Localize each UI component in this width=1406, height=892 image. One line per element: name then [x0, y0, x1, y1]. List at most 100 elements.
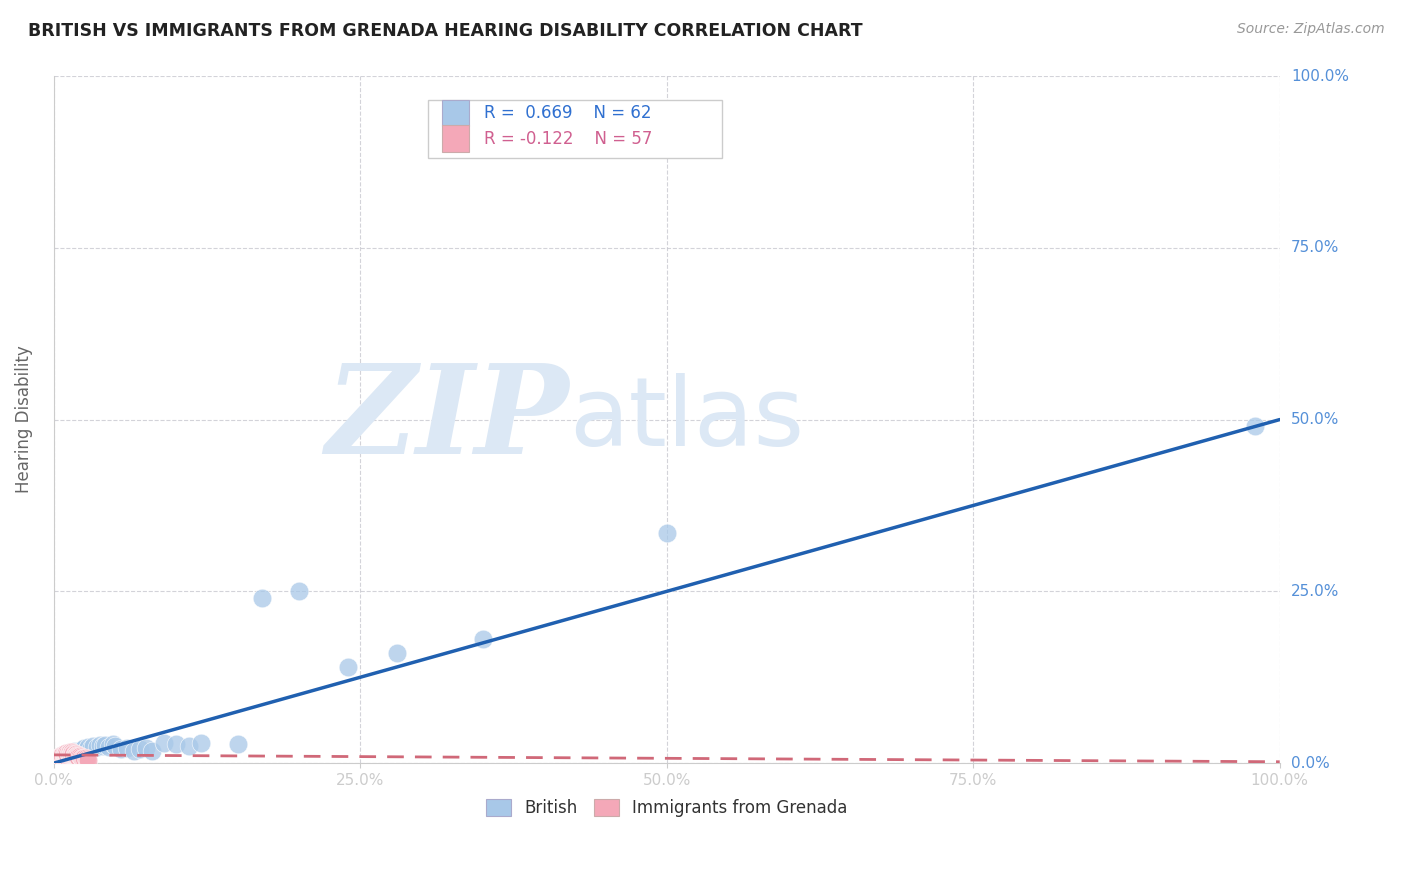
Point	[226, 737, 249, 751]
Point	[59, 747, 82, 761]
Point	[65, 748, 87, 763]
Point	[53, 749, 76, 764]
Point	[72, 751, 94, 765]
Point	[655, 525, 678, 540]
Point	[69, 750, 91, 764]
Point	[67, 750, 90, 764]
Point	[59, 746, 82, 760]
Point	[49, 752, 72, 766]
Point	[94, 738, 117, 752]
Point	[51, 752, 73, 766]
Point	[48, 753, 70, 767]
Point	[46, 750, 69, 764]
Point	[55, 747, 77, 762]
Point	[62, 747, 84, 762]
Point	[46, 752, 69, 766]
Point	[58, 747, 80, 762]
Point	[60, 747, 83, 761]
Point	[73, 741, 96, 756]
Point	[104, 739, 127, 753]
Point	[110, 742, 132, 756]
Point	[72, 742, 94, 756]
Point	[51, 750, 73, 764]
Point	[471, 632, 494, 647]
Point	[55, 748, 77, 763]
Point	[55, 750, 77, 764]
Text: 100.0%: 100.0%	[1291, 69, 1348, 84]
Point	[66, 749, 89, 764]
Point	[63, 747, 86, 762]
Point	[69, 749, 91, 764]
Point	[117, 741, 139, 756]
Point	[337, 660, 360, 674]
Point	[79, 741, 101, 756]
Legend: British, Immigrants from Grenada: British, Immigrants from Grenada	[479, 792, 855, 823]
Point	[51, 750, 73, 764]
Bar	[443, 126, 470, 152]
Point	[73, 750, 96, 764]
Point	[66, 747, 89, 762]
Point	[52, 748, 75, 763]
Text: ZIP: ZIP	[325, 359, 568, 480]
Point	[44, 753, 66, 767]
Point	[46, 753, 69, 767]
Point	[252, 591, 274, 606]
Point	[58, 747, 80, 762]
FancyBboxPatch shape	[427, 100, 721, 159]
Point	[51, 748, 73, 763]
Point	[66, 744, 89, 758]
Point	[51, 750, 73, 764]
Point	[77, 740, 100, 755]
Point	[165, 737, 187, 751]
Point	[49, 753, 72, 767]
Point	[56, 747, 79, 762]
Point	[288, 584, 311, 599]
Point	[56, 747, 79, 761]
Text: 25.0%: 25.0%	[1291, 584, 1339, 599]
Point	[55, 748, 77, 763]
Y-axis label: Hearing Disability: Hearing Disability	[15, 346, 32, 493]
Point	[70, 750, 93, 764]
Point	[60, 745, 83, 759]
Point	[48, 753, 70, 767]
Point	[77, 753, 100, 767]
Point	[45, 755, 67, 769]
Point	[51, 747, 73, 762]
Point	[52, 751, 75, 765]
Bar	[443, 100, 470, 126]
Point	[76, 741, 98, 756]
Point	[44, 755, 66, 769]
Text: R = -0.122    N = 57: R = -0.122 N = 57	[484, 130, 652, 148]
Point	[62, 746, 84, 760]
Point	[65, 745, 87, 759]
Point	[53, 747, 76, 762]
Point	[69, 743, 91, 757]
Point	[141, 744, 163, 758]
Point	[101, 737, 124, 751]
Point	[53, 747, 76, 761]
Point	[46, 754, 69, 768]
Point	[56, 749, 79, 764]
Point	[63, 747, 86, 761]
Text: 50.0%: 50.0%	[1291, 412, 1339, 427]
Point	[60, 747, 83, 761]
Point	[190, 735, 212, 749]
Point	[177, 739, 200, 753]
Text: R =  0.669    N = 62: R = 0.669 N = 62	[484, 104, 651, 122]
Point	[59, 747, 82, 762]
Text: 75.0%: 75.0%	[1291, 240, 1339, 255]
Point	[76, 752, 98, 766]
Point	[1244, 419, 1267, 434]
Point	[62, 746, 84, 760]
Point	[48, 751, 70, 765]
Point	[135, 741, 157, 756]
Point	[67, 748, 90, 763]
Point	[67, 744, 90, 758]
Point	[59, 746, 82, 760]
Text: 0.0%: 0.0%	[1291, 756, 1330, 771]
Point	[51, 751, 73, 765]
Point	[51, 749, 73, 764]
Point	[128, 742, 150, 756]
Point	[82, 739, 104, 753]
Point	[58, 748, 80, 763]
